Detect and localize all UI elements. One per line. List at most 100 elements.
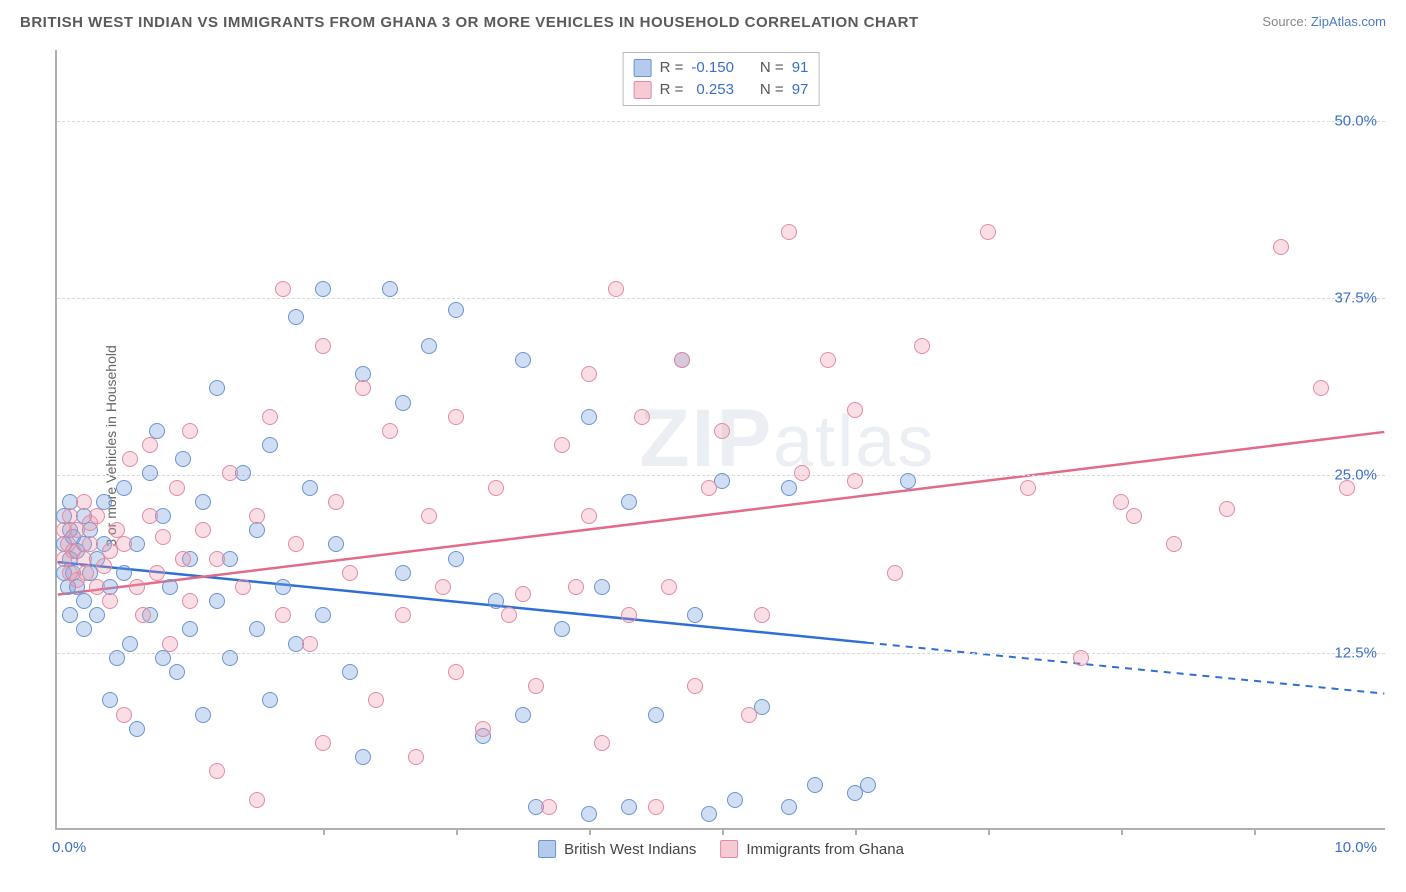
data-point	[648, 799, 664, 815]
x-tick	[988, 828, 990, 835]
data-point	[687, 607, 703, 623]
data-point	[262, 692, 278, 708]
data-point	[554, 437, 570, 453]
legend-label: British West Indians	[564, 841, 696, 858]
data-point	[661, 579, 677, 595]
data-point	[701, 480, 717, 496]
data-point	[275, 579, 291, 595]
data-point	[382, 281, 398, 297]
data-point	[182, 593, 198, 609]
data-point	[89, 579, 105, 595]
y-tick-label: 37.5%	[1334, 290, 1377, 307]
data-point	[82, 536, 98, 552]
data-point	[355, 380, 371, 396]
data-point	[408, 749, 424, 765]
data-point	[488, 593, 504, 609]
legend-correlation: R = -0.150 N = 91 R = 0.253 N = 97	[623, 52, 820, 106]
data-point	[235, 579, 251, 595]
data-point	[1219, 501, 1235, 517]
swatch-icon	[538, 840, 556, 858]
r-label: R =	[660, 57, 684, 79]
data-point	[1020, 480, 1036, 496]
data-point	[102, 692, 118, 708]
y-tick-label: 12.5%	[1334, 644, 1377, 661]
data-point	[395, 565, 411, 581]
source-label: Source:	[1262, 14, 1307, 29]
data-point	[209, 551, 225, 567]
data-point	[820, 352, 836, 368]
data-point	[76, 494, 92, 510]
data-point	[249, 792, 265, 808]
data-point	[122, 636, 138, 652]
data-point	[122, 451, 138, 467]
data-point	[781, 799, 797, 815]
data-point	[249, 508, 265, 524]
x-tick	[456, 828, 458, 835]
data-point	[96, 558, 112, 574]
data-point	[781, 224, 797, 240]
data-point	[847, 402, 863, 418]
legend-row-blue: R = -0.150 N = 91	[634, 57, 809, 79]
swatch-icon	[634, 81, 652, 99]
x-tick	[589, 828, 591, 835]
data-point	[182, 423, 198, 439]
chart-title: BRITISH WEST INDIAN VS IMMIGRANTS FROM G…	[20, 14, 919, 31]
data-point	[1166, 536, 1182, 552]
data-point	[142, 508, 158, 524]
gridline	[57, 298, 1385, 299]
data-point	[860, 777, 876, 793]
data-point	[541, 799, 557, 815]
data-point	[328, 494, 344, 510]
data-point	[1113, 494, 1129, 510]
gridline	[57, 653, 1385, 654]
r-label: R =	[660, 79, 684, 101]
data-point	[1126, 508, 1142, 524]
data-point	[76, 593, 92, 609]
data-point	[342, 565, 358, 581]
data-point	[262, 437, 278, 453]
legend-series: British West Indians Immigrants from Gha…	[538, 840, 904, 858]
data-point	[1073, 650, 1089, 666]
watermark: ZIPatlas	[640, 392, 936, 486]
data-point	[222, 465, 238, 481]
data-point	[175, 551, 191, 567]
data-point	[149, 565, 165, 581]
x-tick	[323, 828, 325, 835]
data-point	[1273, 239, 1289, 255]
data-point	[169, 664, 185, 680]
data-point	[382, 423, 398, 439]
data-point	[162, 636, 178, 652]
data-point	[581, 366, 597, 382]
data-point	[515, 586, 531, 602]
data-point	[581, 508, 597, 524]
data-point	[621, 799, 637, 815]
data-point	[395, 395, 411, 411]
data-point	[674, 352, 690, 368]
data-point	[302, 636, 318, 652]
x-tick-max: 10.0%	[1334, 839, 1377, 856]
data-point	[342, 664, 358, 680]
source-link[interactable]: ZipAtlas.com	[1311, 14, 1386, 29]
data-point	[501, 607, 517, 623]
legend-label: Immigrants from Ghana	[746, 841, 904, 858]
data-point	[109, 650, 125, 666]
data-point	[315, 281, 331, 297]
data-point	[435, 579, 451, 595]
data-point	[195, 522, 211, 538]
x-tick	[855, 828, 857, 835]
data-point	[914, 338, 930, 354]
data-point	[475, 721, 491, 737]
data-point	[528, 678, 544, 694]
data-point	[621, 607, 637, 623]
data-point	[701, 806, 717, 822]
data-point	[142, 465, 158, 481]
data-point	[421, 508, 437, 524]
data-point	[135, 607, 151, 623]
data-point	[355, 749, 371, 765]
data-point	[581, 409, 597, 425]
data-point	[1313, 380, 1329, 396]
data-point	[448, 551, 464, 567]
data-point	[515, 707, 531, 723]
data-point	[594, 579, 610, 595]
data-point	[687, 678, 703, 694]
